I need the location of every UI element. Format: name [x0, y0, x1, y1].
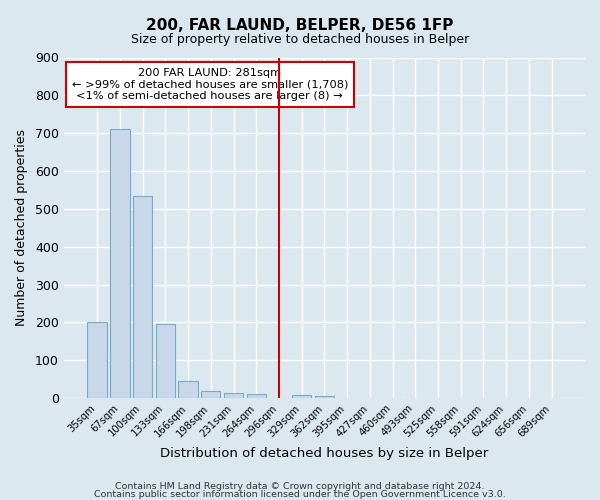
Bar: [88, 322, 107, 398]
Text: Contains public sector information licensed under the Open Government Licence v3: Contains public sector information licen…: [94, 490, 506, 499]
Bar: [201, 390, 220, 398]
Text: Contains HM Land Registry data © Crown copyright and database right 2024.: Contains HM Land Registry data © Crown c…: [115, 482, 485, 491]
Text: Size of property relative to detached houses in Belper: Size of property relative to detached ho…: [131, 32, 469, 46]
Bar: [110, 130, 130, 398]
X-axis label: Distribution of detached houses by size in Belper: Distribution of detached houses by size …: [160, 447, 488, 460]
Text: 200 FAR LAUND: 281sqm
← >99% of detached houses are smaller (1,708)
<1% of semi-: 200 FAR LAUND: 281sqm ← >99% of detached…: [71, 68, 348, 101]
Y-axis label: Number of detached properties: Number of detached properties: [15, 130, 28, 326]
Bar: [247, 394, 266, 398]
Bar: [292, 395, 311, 398]
Bar: [133, 196, 152, 398]
Bar: [155, 324, 175, 398]
Text: 200, FAR LAUND, BELPER, DE56 1FP: 200, FAR LAUND, BELPER, DE56 1FP: [146, 18, 454, 32]
Bar: [178, 381, 198, 398]
Bar: [224, 392, 243, 398]
Bar: [315, 396, 334, 398]
